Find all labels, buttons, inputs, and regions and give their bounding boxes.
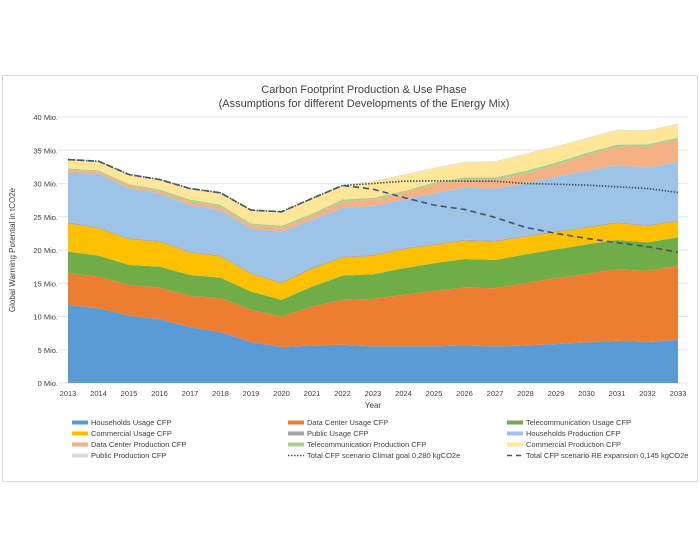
x-tick-label: 2017 <box>182 389 199 398</box>
legend-label: Public Usage CFP <box>307 429 368 438</box>
legend-swatch <box>288 442 304 447</box>
x-tick-label: 2025 <box>426 389 443 398</box>
legend-label: Telecommunication Production CFP <box>307 440 426 449</box>
y-tick-label: 35 Mio. <box>33 146 58 155</box>
x-tick-label: 2029 <box>548 389 565 398</box>
legend-label: Public Production CFP <box>91 451 166 460</box>
x-tick-label: 2022 <box>334 389 351 398</box>
area-telecommunication-production-cfp <box>68 137 678 228</box>
area-data-center-production-cfp <box>68 139 678 232</box>
line-dashed-scenario <box>67 158 679 254</box>
chart-subtitle: (Assumptions for different Developments … <box>219 98 510 110</box>
legend-swatch <box>72 420 88 425</box>
x-tick-label: 2018 <box>212 389 229 398</box>
x-tick-label: 2028 <box>517 389 534 398</box>
area-public-usage-cfp <box>68 220 678 284</box>
legend-label: Data Center Production CFP <box>91 440 186 449</box>
area-households-production-cfp <box>68 161 678 283</box>
legend-swatch <box>288 420 304 425</box>
y-tick-label: 20 Mio. <box>33 246 58 255</box>
legend-swatch <box>507 420 523 425</box>
legend-label: Commercial Production CFP <box>526 440 621 449</box>
x-tick-label: 2013 <box>60 389 77 398</box>
chart-title: Carbon Footprint Production & Use Phase <box>261 84 466 96</box>
legend-swatch <box>72 431 88 436</box>
x-tick-label: 2015 <box>121 389 138 398</box>
legend-swatch <box>507 442 523 447</box>
x-tick-label: 2030 <box>578 389 595 398</box>
y-tick-label: 30 Mio. <box>33 180 58 189</box>
area-commercial-production-cfp <box>68 124 678 226</box>
legend-swatch <box>288 431 304 436</box>
legend-swatch <box>507 431 523 436</box>
legend-label: Total CFP scenario RE expansion 0,145 kg… <box>526 451 688 460</box>
y-tick-label: 10 Mio. <box>33 313 58 322</box>
x-tick-label: 2019 <box>243 389 260 398</box>
x-tick-label: 2027 <box>487 389 504 398</box>
legend-label: Data Center Usage CFP <box>307 418 388 427</box>
x-tick-label: 2031 <box>609 389 626 398</box>
y-tick-label: 40 Mio. <box>33 113 58 122</box>
x-tick-label: 2021 <box>304 389 321 398</box>
x-tick-label: 2016 <box>151 389 168 398</box>
x-tick-label: 2020 <box>273 389 290 398</box>
x-tick-label: 2033 <box>670 389 687 398</box>
area-households-usage-cfp <box>68 304 678 383</box>
x-tick-label: 2032 <box>639 389 656 398</box>
area-telecommunication-usage-cfp <box>68 237 678 317</box>
x-tick-label: 2023 <box>365 389 382 398</box>
y-tick-label: 5 Mio. <box>38 346 58 355</box>
x-tick-label: 2026 <box>456 389 473 398</box>
legend-swatch <box>72 442 88 447</box>
area-commercial-usage-cfp <box>68 221 678 300</box>
area-data-center-usage-cfp <box>68 265 678 348</box>
legend-label: Commercial Usage CFP <box>91 429 172 438</box>
y-axis-label: Global Warming Potential in tCO2e <box>8 187 17 312</box>
x-tick-label: 2024 <box>395 389 412 398</box>
legend-label: Households Production CFP <box>526 429 621 438</box>
y-tick-label: 25 Mio. <box>33 213 58 222</box>
legend-swatch <box>72 453 88 458</box>
x-tick-label: 2014 <box>90 389 107 398</box>
legend-label: Total CFP scenario Climat goal 0,280 kgC… <box>307 451 460 460</box>
y-tick-label: 15 Mio. <box>33 279 58 288</box>
y-tick-label: 0 Mio. <box>38 379 58 388</box>
legend-label: Households Usage CFP <box>91 418 171 427</box>
legend-label: Telecommunication Usage CFP <box>526 418 631 427</box>
x-axis-label: Year <box>365 401 382 410</box>
